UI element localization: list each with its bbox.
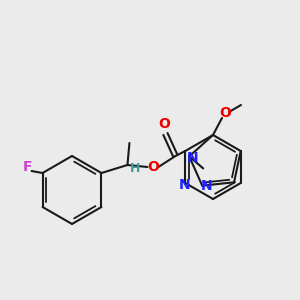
Text: N: N (186, 152, 198, 165)
Text: O: O (148, 160, 159, 174)
Text: O: O (219, 106, 231, 120)
Text: O: O (158, 117, 170, 131)
Text: H: H (130, 163, 141, 176)
Text: N: N (200, 178, 212, 193)
Text: N: N (178, 178, 190, 192)
Text: F: F (23, 160, 32, 174)
